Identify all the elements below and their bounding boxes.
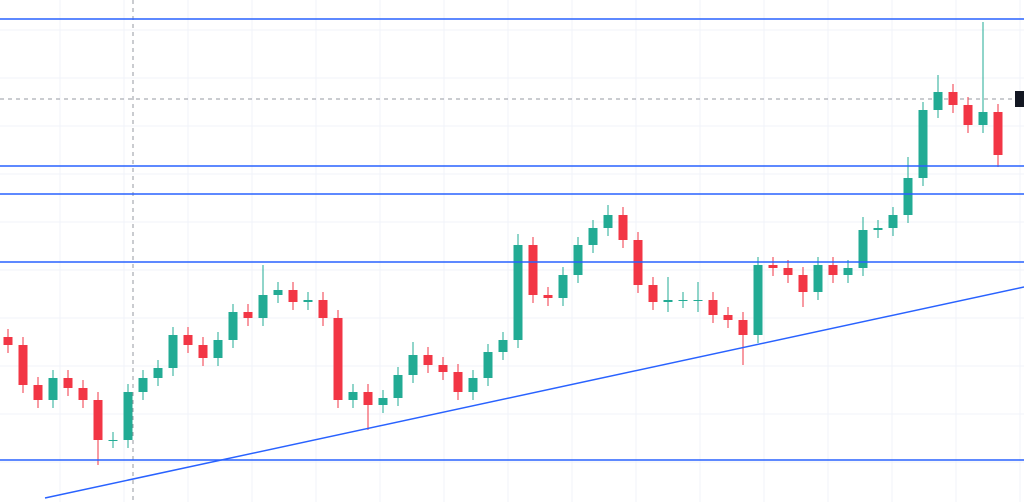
- candle-body: [363, 392, 373, 405]
- candle-body: [348, 392, 358, 400]
- candle-body: [33, 385, 43, 400]
- candle-body: [888, 215, 898, 228]
- candle-body: [663, 300, 673, 302]
- candle-body: [948, 92, 958, 105]
- candle-body: [258, 295, 268, 318]
- candle-body: [408, 355, 418, 375]
- candle-body: [468, 378, 478, 392]
- candle-body: [18, 345, 28, 385]
- candle-body: [243, 312, 253, 318]
- candle-body: [858, 230, 868, 268]
- candle-body: [303, 300, 313, 302]
- candle-body: [483, 352, 493, 378]
- candle-body: [603, 215, 613, 228]
- candle-body: [768, 265, 778, 268]
- candle-body: [723, 315, 733, 320]
- candle-body: [153, 368, 163, 378]
- candle-body: [123, 392, 133, 440]
- candle-body: [453, 372, 463, 392]
- candle-body: [48, 378, 58, 400]
- candle-body: [63, 378, 73, 388]
- candle-body: [318, 300, 328, 318]
- candle-body: [288, 290, 298, 302]
- candle-body: [963, 105, 973, 125]
- candle-body: [618, 215, 628, 240]
- candle-body: [108, 440, 118, 441]
- candle-body: [558, 275, 568, 298]
- candle-body: [198, 345, 208, 358]
- candle-body: [513, 245, 523, 340]
- candle-body: [543, 295, 553, 298]
- candle-body: [648, 285, 658, 302]
- candle-body: [573, 245, 583, 275]
- candle-body: [168, 335, 178, 368]
- candle-body: [3, 337, 13, 345]
- candle-body: [183, 335, 193, 345]
- candle-body: [738, 320, 748, 335]
- candle-body: [138, 378, 148, 392]
- candle-body: [843, 268, 853, 275]
- candle-body: [528, 245, 538, 295]
- candle-body: [678, 300, 688, 301]
- candle-body: [438, 365, 448, 372]
- candle-body: [753, 265, 763, 335]
- candle-body: [993, 112, 1003, 155]
- candle-body: [873, 228, 883, 230]
- candle-body: [828, 265, 838, 275]
- candle-body: [693, 300, 703, 301]
- candle-body: [333, 318, 343, 400]
- price-badge: [1015, 91, 1024, 107]
- candle-body: [213, 340, 223, 358]
- candle-body: [78, 388, 88, 400]
- candle-body: [228, 312, 238, 340]
- candle-body: [813, 265, 823, 292]
- candle-body: [588, 228, 598, 245]
- candle-body: [93, 400, 103, 440]
- candle-body: [393, 375, 403, 398]
- candle-body: [423, 355, 433, 365]
- trend-line: [44, 286, 1024, 499]
- candle-body: [918, 110, 928, 178]
- candle-body: [378, 398, 388, 405]
- candle-body: [708, 300, 718, 315]
- candle-body: [273, 290, 283, 295]
- candle-body: [798, 275, 808, 292]
- candle-body: [498, 340, 508, 352]
- candle-body: [783, 268, 793, 275]
- candle-body: [933, 92, 943, 110]
- candle-body: [978, 112, 988, 125]
- candle-body: [903, 178, 913, 215]
